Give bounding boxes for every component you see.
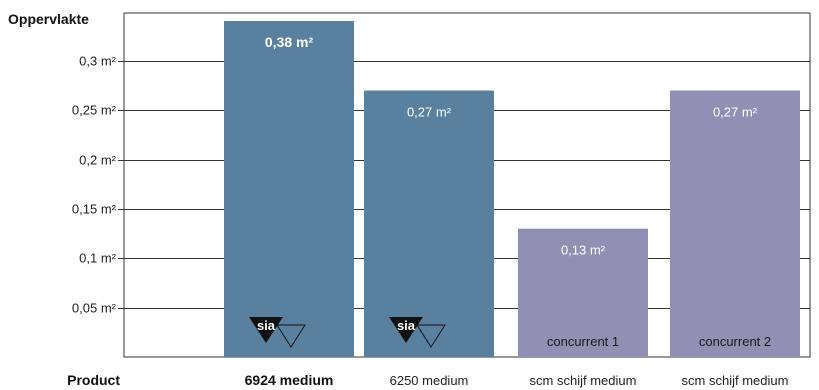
- x-tick-label: scm schijf medium: [682, 373, 789, 388]
- bar: [364, 90, 494, 357]
- x-tick-label: 6924 medium: [245, 372, 334, 388]
- data-label: 0,38 m²: [265, 34, 314, 50]
- x-axis-title: Product: [67, 372, 120, 388]
- y-tick-label: 0,3 m²: [79, 54, 117, 69]
- logo-triangle-filled: [389, 317, 423, 343]
- bar: [224, 21, 354, 357]
- logo-triangle-outline: [276, 324, 306, 348]
- y-axis-ticks: 0,05 m² 0,1 m² 0,15 m² 0,2 m² 0,25 m² 0,3 m²: [72, 54, 124, 316]
- bar-group: 0,27 m² concurrent 2: [670, 90, 800, 357]
- sia-logo: sia: [249, 317, 306, 348]
- bar-inner-label: concurrent 1: [547, 334, 619, 349]
- logo-text: sia: [397, 318, 416, 333]
- bar-group: 0,38 m² sia: [224, 21, 354, 357]
- x-tick-label: scm schijf medium: [530, 373, 637, 388]
- y-tick-label: 0,25 m²: [72, 103, 117, 118]
- bar-group: 0,13 m² concurrent 1: [518, 228, 648, 357]
- bar: [670, 90, 800, 357]
- y-tick-label: 0,15 m²: [72, 202, 117, 217]
- logo-triangle-filled: [249, 317, 283, 343]
- category-labels: 6924 medium 6250 medium scm schijf medium s…: [245, 372, 789, 388]
- bar: [518, 228, 648, 357]
- y-axis-title: Oppervlakte: [8, 11, 89, 27]
- x-tick-label: 6250 medium: [390, 373, 469, 388]
- data-label: 0,13 m²: [561, 243, 606, 258]
- data-label: 0,27 m²: [407, 105, 452, 120]
- y-tick-label: 0,05 m²: [72, 301, 117, 316]
- logo-text: sia: [257, 318, 276, 333]
- data-label: 0,27 m²: [713, 105, 758, 120]
- bar-group: 0,27 m² sia: [364, 90, 494, 357]
- sia-logo: sia: [389, 317, 446, 348]
- y-tick-label: 0,2 m²: [79, 153, 117, 168]
- y-tick-label: 0,1 m²: [79, 251, 117, 266]
- bar-inner-label: concurrent 2: [699, 334, 771, 349]
- logo-triangle-outline: [416, 324, 446, 348]
